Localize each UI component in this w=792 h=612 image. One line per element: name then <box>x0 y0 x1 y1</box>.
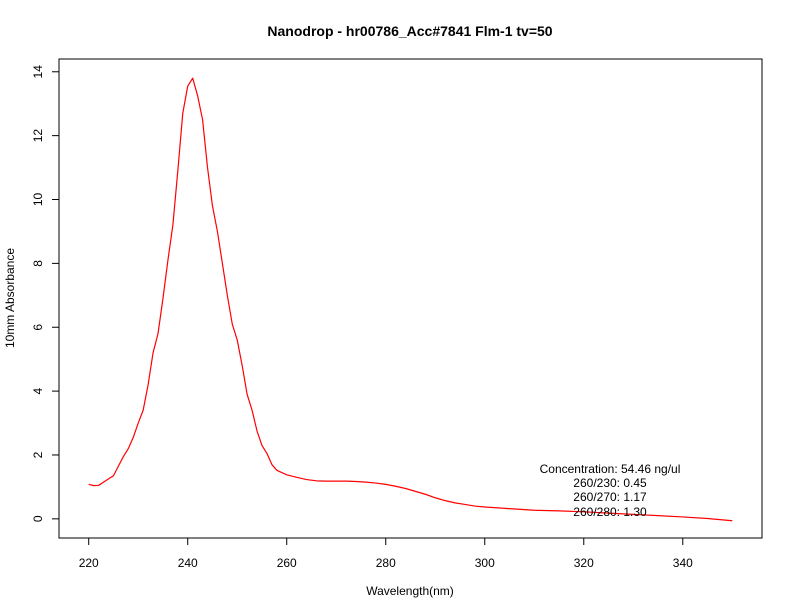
y-axis: 0 2 4 6 8 10 12 14 <box>31 65 59 522</box>
annotation-block: Concentration: 54.46 ng/ul 260/230: 0.45… <box>540 462 681 519</box>
annotation-260-270: 260/270: 1.17 <box>573 490 647 504</box>
plot-frame <box>58 58 763 539</box>
x-tick-label: 220 <box>79 556 99 570</box>
y-tick-label: 2 <box>31 451 45 458</box>
y-tick-label: 12 <box>31 129 45 143</box>
y-tick-label: 4 <box>31 387 45 394</box>
series-layer <box>88 77 733 522</box>
x-tick-label: 280 <box>376 556 396 570</box>
x-tick-label: 340 <box>673 556 693 570</box>
x-tick-label: 320 <box>574 556 594 570</box>
annotation-260-280: 260/280: 1.30 <box>573 505 647 519</box>
x-axis-label: Wavelength(nm) <box>366 584 454 598</box>
annotation-concentration: Concentration: 54.46 ng/ul <box>540 462 681 476</box>
y-tick-label: 0 <box>31 515 45 522</box>
y-tick-label: 6 <box>31 324 45 331</box>
y-tick-label: 10 <box>31 193 45 207</box>
annotation-260-230: 260/230: 0.45 <box>573 476 647 490</box>
absorbance-series-line <box>88 77 733 522</box>
y-tick-label: 8 <box>31 260 45 267</box>
y-axis-label: 10mm Absorbance <box>3 248 17 348</box>
x-tick-label: 260 <box>277 556 297 570</box>
chart-title: Nanodrop - hr00786_Acc#7841 Flm-1 tv=50 <box>267 23 552 39</box>
x-tick-label: 300 <box>475 556 495 570</box>
x-tick-label: 240 <box>178 556 198 570</box>
y-tick-label: 14 <box>31 65 45 79</box>
x-axis: 220 240 260 280 300 320 340 <box>79 538 693 570</box>
